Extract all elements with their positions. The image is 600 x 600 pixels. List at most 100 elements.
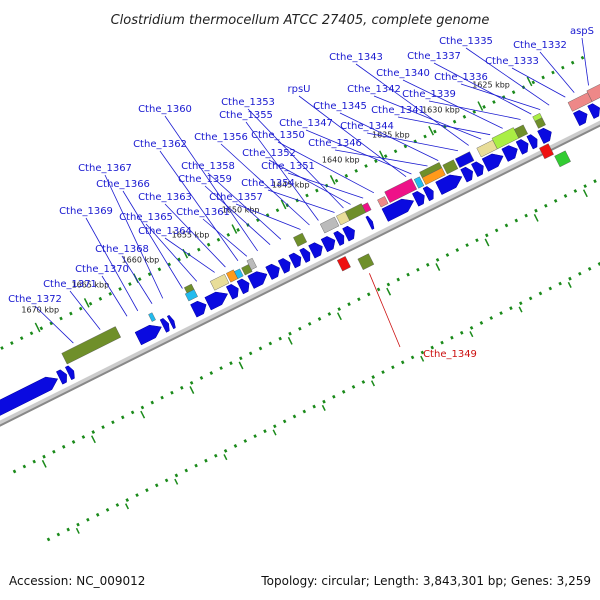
gene-label-asps[interactable]: aspS bbox=[570, 26, 594, 37]
gene-label-cthe_1340[interactable]: Cthe_1340 bbox=[376, 68, 430, 79]
feature-olive[interactable] bbox=[419, 162, 443, 178]
cds-arrow[interactable] bbox=[515, 139, 529, 155]
cds-arrow[interactable] bbox=[247, 271, 268, 289]
gene-label-cthe_1365[interactable]: Cthe_1365 bbox=[119, 212, 173, 223]
cds-arrow[interactable] bbox=[299, 247, 311, 263]
cds-arrow[interactable] bbox=[342, 225, 355, 242]
feature-grey[interactable] bbox=[319, 216, 340, 234]
gene-label-cthe_1343[interactable]: Cthe_1343 bbox=[329, 52, 383, 63]
cds-arrow[interactable] bbox=[501, 145, 518, 162]
gene-label-cthe_1366[interactable]: Cthe_1366 bbox=[96, 179, 150, 190]
gene-label-cthe_1342[interactable]: Cthe_1342 bbox=[347, 84, 401, 95]
gene-label-cthe_1370[interactable]: Cthe_1370 bbox=[75, 264, 129, 275]
cds-arrow[interactable] bbox=[333, 230, 345, 246]
gene-label-cthe_1349[interactable]: Cthe_1349 bbox=[423, 349, 477, 360]
cds-arrow[interactable] bbox=[265, 263, 280, 280]
cds-arrow[interactable] bbox=[411, 190, 425, 207]
gene-label-cthe_1372[interactable]: Cthe_1372 bbox=[8, 294, 62, 305]
cds-arrow[interactable] bbox=[204, 291, 229, 311]
cds-arrow[interactable] bbox=[422, 186, 434, 202]
cds-arrow[interactable] bbox=[190, 300, 207, 318]
gene-label-cthe_1345[interactable]: Cthe_1345 bbox=[313, 101, 367, 112]
gene-label-cthe_1332[interactable]: Cthe_1332 bbox=[513, 40, 567, 51]
gene-label-cthe_1363[interactable]: Cthe_1363 bbox=[138, 192, 192, 203]
gene-label-cthe_1369[interactable]: Cthe_1369 bbox=[59, 206, 113, 217]
cds-arrow[interactable] bbox=[526, 134, 538, 150]
gene-label-cthe_1335[interactable]: Cthe_1335 bbox=[439, 36, 493, 47]
feature-pink[interactable] bbox=[361, 202, 372, 213]
feature-blue[interactable] bbox=[454, 151, 475, 169]
cds-arrow[interactable] bbox=[288, 252, 302, 269]
inner-ring-2-dot bbox=[174, 473, 179, 478]
cds-arrow[interactable] bbox=[225, 283, 239, 300]
cds-arrow[interactable] bbox=[481, 153, 504, 172]
cds-arrow[interactable] bbox=[277, 258, 291, 274]
cds-arrow[interactable] bbox=[159, 318, 170, 333]
feature-lime[interactable] bbox=[491, 127, 520, 150]
feature-olive[interactable] bbox=[293, 232, 308, 247]
gene-label-cthe_1350[interactable]: Cthe_1350 bbox=[251, 130, 305, 141]
gene-label-cthe_1354[interactable]: Cthe_1354 bbox=[241, 178, 295, 189]
feature-salmon[interactable] bbox=[377, 196, 389, 208]
feature-cyan[interactable] bbox=[148, 312, 156, 322]
cds-arrow[interactable] bbox=[56, 369, 67, 385]
cds-arrow[interactable] bbox=[236, 278, 250, 295]
gene-label-cthe_1356[interactable]: Cthe_1356 bbox=[194, 132, 248, 143]
cds-arrow[interactable] bbox=[471, 161, 484, 178]
cds-arrow[interactable] bbox=[537, 127, 552, 144]
feature-salmon[interactable] bbox=[567, 92, 593, 112]
gene-label-cthe_1362[interactable]: Cthe_1362 bbox=[133, 139, 187, 150]
inner-ring-2-dot bbox=[558, 281, 562, 286]
reverse-cds-red[interactable] bbox=[539, 143, 554, 160]
feature-olive[interactable] bbox=[344, 203, 367, 221]
gene-label-cthe_1361[interactable]: Cthe_1361 bbox=[176, 207, 230, 218]
cds-arrow[interactable] bbox=[64, 365, 75, 381]
gene-label-cthe_1351[interactable]: Cthe_1351 bbox=[261, 161, 315, 172]
gene-label-cthe_1353[interactable]: Cthe_1353 bbox=[221, 97, 275, 108]
feature-olive[interactable] bbox=[442, 159, 459, 175]
cds-arrow[interactable] bbox=[134, 324, 162, 346]
gene-label-cthe_1367[interactable]: Cthe_1367 bbox=[78, 163, 132, 174]
feature-cyan[interactable] bbox=[234, 268, 244, 279]
cds-arrow[interactable] bbox=[0, 376, 59, 416]
gene-label-cthe_1358[interactable]: Cthe_1358 bbox=[181, 161, 235, 172]
cds-arrow[interactable] bbox=[572, 109, 588, 127]
gene-label-cthe_1371[interactable]: Cthe_1371 bbox=[43, 279, 97, 290]
outer-scale-dot bbox=[216, 237, 221, 242]
gene-label-cthe_1337[interactable]: Cthe_1337 bbox=[407, 51, 461, 62]
feature-khaki[interactable] bbox=[209, 273, 230, 291]
gene-label-cthe_1368[interactable]: Cthe_1368 bbox=[95, 244, 149, 255]
cds-arrow[interactable] bbox=[460, 166, 473, 183]
cds-arrow[interactable] bbox=[166, 314, 176, 330]
feature-olive[interactable] bbox=[61, 326, 122, 365]
gene-label-cthe_1359[interactable]: Cthe_1359 bbox=[178, 174, 232, 185]
cds-arrow[interactable] bbox=[308, 242, 323, 259]
outer-scale-dot bbox=[49, 321, 53, 326]
gene-label-cthe_1364[interactable]: Cthe_1364 bbox=[138, 226, 192, 237]
cds-arrow[interactable] bbox=[365, 215, 375, 230]
reverse-cds-green[interactable] bbox=[554, 150, 571, 168]
feature-lime[interactable] bbox=[532, 112, 543, 122]
gene-label-cthe_1341[interactable]: Cthe_1341 bbox=[371, 105, 425, 116]
cds-arrow[interactable] bbox=[320, 236, 336, 253]
feature-olive[interactable] bbox=[514, 124, 528, 139]
scale-label: 1635 kbp bbox=[372, 130, 410, 139]
gene-label-cthe_1347[interactable]: Cthe_1347 bbox=[279, 118, 333, 129]
gene-label-rpsu[interactable]: rpsU bbox=[288, 84, 311, 95]
gene-label-cthe_1355[interactable]: Cthe_1355 bbox=[219, 110, 273, 121]
feature-salmon[interactable] bbox=[586, 78, 600, 102]
gene-label-cthe_1339[interactable]: Cthe_1339 bbox=[402, 89, 456, 100]
gene-label-cthe_1346[interactable]: Cthe_1346 bbox=[308, 138, 362, 149]
feature-grey[interactable] bbox=[246, 257, 257, 271]
reverse-cds-red[interactable] bbox=[336, 256, 351, 272]
feature-pink[interactable] bbox=[384, 178, 418, 203]
gene-label-cthe_1357[interactable]: Cthe_1357 bbox=[209, 192, 263, 203]
feature-olive[interactable] bbox=[183, 283, 195, 294]
gene-label-cthe_1333[interactable]: Cthe_1333 bbox=[485, 56, 539, 67]
cds-arrow[interactable] bbox=[381, 198, 415, 222]
cds-arrow[interactable] bbox=[587, 103, 600, 119]
gene-label-cthe_1360[interactable]: Cthe_1360 bbox=[138, 104, 192, 115]
feature-cyan[interactable] bbox=[413, 176, 425, 189]
cds-arrow[interactable] bbox=[435, 174, 463, 195]
feature-olive-reverse[interactable] bbox=[357, 253, 375, 271]
